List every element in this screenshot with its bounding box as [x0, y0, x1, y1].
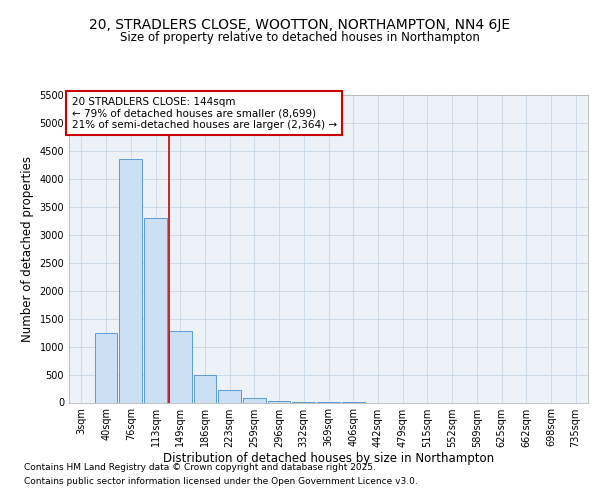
Bar — [268, 401, 290, 402]
Bar — [194, 374, 216, 402]
Text: Contains HM Land Registry data © Crown copyright and database right 2025.: Contains HM Land Registry data © Crown c… — [24, 464, 376, 472]
Bar — [144, 218, 167, 402]
Bar — [169, 331, 191, 402]
Bar — [243, 398, 266, 402]
Bar — [119, 160, 142, 402]
Text: 20 STRADLERS CLOSE: 144sqm
← 79% of detached houses are smaller (8,699)
21% of s: 20 STRADLERS CLOSE: 144sqm ← 79% of deta… — [71, 96, 337, 130]
X-axis label: Distribution of detached houses by size in Northampton: Distribution of detached houses by size … — [163, 452, 494, 466]
Bar — [218, 390, 241, 402]
Y-axis label: Number of detached properties: Number of detached properties — [21, 156, 34, 342]
Text: Size of property relative to detached houses in Northampton: Size of property relative to detached ho… — [120, 31, 480, 44]
Bar — [95, 332, 118, 402]
Text: 20, STRADLERS CLOSE, WOOTTON, NORTHAMPTON, NN4 6JE: 20, STRADLERS CLOSE, WOOTTON, NORTHAMPTO… — [89, 18, 511, 32]
Text: Contains public sector information licensed under the Open Government Licence v3: Contains public sector information licen… — [24, 477, 418, 486]
